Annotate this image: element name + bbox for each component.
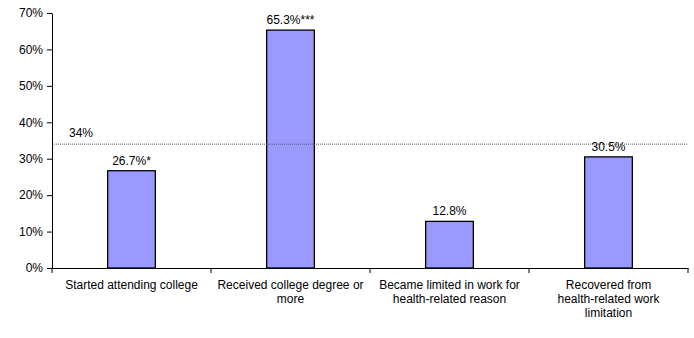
bars: [108, 30, 633, 268]
y-tick-label: 30%: [19, 152, 43, 166]
x-boundary-tick: [529, 268, 530, 273]
data-labels: 26.7%* 65.3%*** 12.8% 30.5%: [112, 13, 626, 218]
x-tick-label: Started attending college: [65, 278, 198, 292]
x-tick-label: Became limited in work forhealth-related…: [379, 278, 520, 306]
y-tick: 20%: [19, 188, 52, 202]
y-tick-mark: [47, 159, 52, 160]
x-axis: Started attending college Received colleg…: [52, 268, 689, 320]
y-tick: 60%: [19, 43, 52, 57]
y-axis-line: [52, 14, 53, 269]
y-tick-mark: [47, 122, 52, 123]
data-label: 65.3%***: [266, 13, 314, 27]
y-tick-mark: [47, 268, 52, 269]
x-tick-label: Recovered fromhealth-related worklimitat…: [557, 278, 660, 321]
y-tick: 30%: [19, 152, 52, 166]
y-tick-mark: [47, 49, 52, 50]
chart: 34% 26.7%* 65.3%*** 12.8% 30.5% 0% 10% 20% 30% 40…: [0, 0, 694, 338]
y-tick-label: 20%: [19, 188, 43, 202]
x-tick: Became limited in work forhealth-related…: [379, 268, 520, 306]
reference-label: 34%: [69, 126, 93, 140]
bar: [267, 30, 315, 268]
data-label: 30.5%: [591, 140, 625, 154]
bar: [108, 171, 156, 268]
y-tick: 10%: [19, 225, 52, 239]
x-boundary-tick: [688, 268, 689, 273]
y-tick-mark: [47, 195, 52, 196]
x-boundary-tick: [370, 268, 371, 273]
data-label: 26.7%*: [112, 154, 151, 168]
y-tick: 50%: [19, 79, 52, 93]
y-tick-label: 50%: [19, 79, 43, 93]
y-tick-mark: [47, 232, 52, 233]
y-tick: 40%: [19, 116, 52, 130]
y-tick: 0%: [26, 261, 52, 275]
x-tick-label: Received college degree ormore: [217, 278, 363, 306]
y-tick-label: 60%: [19, 43, 43, 57]
y-axis: 0% 10% 20% 30% 40% 50% 60% 70%: [19, 6, 53, 275]
y-tick: 70%: [19, 6, 52, 20]
x-tick: Started attending college: [65, 268, 198, 292]
y-tick-mark: [47, 86, 52, 87]
x-tick: Received college degree ormore: [217, 268, 363, 306]
x-boundary-tick: [211, 268, 212, 273]
y-tick-label: 10%: [19, 225, 43, 239]
y-tick-mark: [47, 13, 52, 14]
x-tick: Recovered fromhealth-related worklimitat…: [557, 268, 660, 320]
bar: [426, 221, 474, 268]
x-boundary-tick: [52, 268, 53, 273]
y-tick-label: 40%: [19, 116, 43, 130]
bar: [585, 157, 633, 268]
y-tick-label: 70%: [19, 6, 43, 20]
data-label: 12.8%: [432, 204, 466, 218]
y-tick-label: 0%: [26, 261, 44, 275]
